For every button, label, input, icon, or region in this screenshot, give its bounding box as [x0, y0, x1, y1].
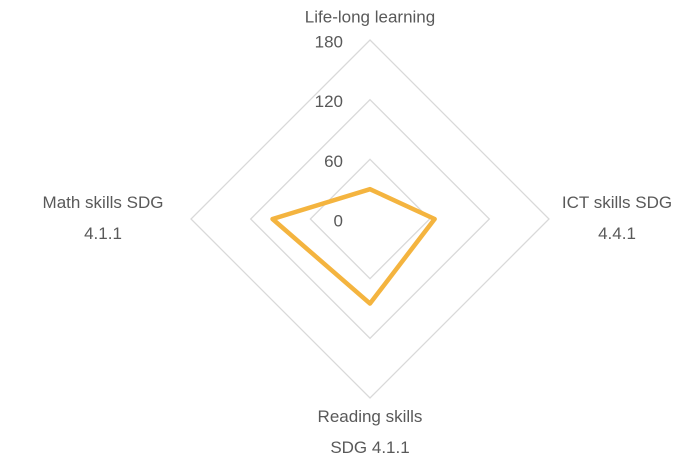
category-label: Reading skills — [318, 407, 423, 426]
r-tick-label: 60 — [324, 152, 343, 171]
category-label: Life-long learning — [305, 7, 435, 26]
r-tick-label: 120 — [315, 92, 343, 111]
grid-ring — [249, 98, 491, 340]
grid-ring — [309, 158, 431, 280]
grid-ring — [190, 39, 550, 399]
category-label: ICT skills SDG — [562, 193, 672, 212]
category-label: SDG 4.1.1 — [330, 438, 409, 457]
category-label: 4.4.1 — [598, 224, 636, 243]
series-line — [270, 186, 437, 306]
category-label: Math skills SDG — [43, 193, 164, 212]
category-label: 4.1.1 — [84, 224, 122, 243]
r-tick-label: 180 — [315, 32, 343, 51]
r-tick-label: 0 — [334, 211, 343, 230]
